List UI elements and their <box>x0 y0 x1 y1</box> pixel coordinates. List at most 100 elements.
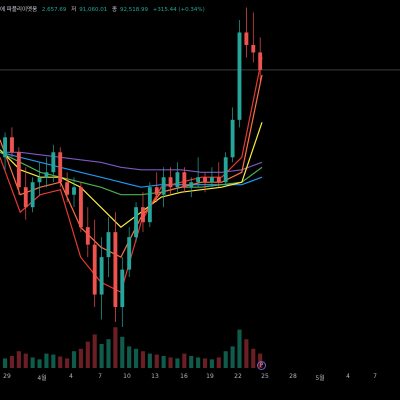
volume-bar <box>209 359 214 368</box>
volume-bar <box>230 346 235 368</box>
volume-bar <box>216 357 221 368</box>
candle-body <box>30 182 35 208</box>
x-axis[interactable]: 29 4월 4 7 10 13 16 19 22 25 28 5월 4 7 <box>0 369 400 387</box>
volume-bar <box>85 341 90 368</box>
ohlc-legend: 에 파플리이멧움 2,657.69 저 91,060.01 종 92,518.99 … <box>0 2 400 18</box>
volume-bar <box>44 353 49 368</box>
candle-body <box>237 32 242 120</box>
high-label: 저 <box>71 7 77 13</box>
candle-body <box>72 187 76 195</box>
candle-body <box>161 177 166 195</box>
candle-body <box>113 232 118 308</box>
moving-average-line <box>0 151 263 196</box>
candle-body <box>3 137 7 158</box>
candle-body <box>127 237 132 270</box>
volume-bar <box>140 351 146 368</box>
volume-bar <box>120 336 125 368</box>
volume-bar <box>58 356 63 368</box>
candle-body <box>106 232 111 258</box>
volume-bar <box>175 358 180 368</box>
volume-bar <box>168 357 173 368</box>
candle-body <box>120 269 125 308</box>
volume-bar <box>16 351 21 368</box>
x-axis-tick: 28 <box>289 373 297 380</box>
candle-body <box>203 177 207 183</box>
volume-bar <box>154 354 159 368</box>
x-axis-tick: 13 <box>151 373 159 380</box>
candle-body <box>78 187 83 228</box>
x-axis-tick: 16 <box>180 373 188 380</box>
candle-body <box>141 207 145 223</box>
x-axis-tick: 4월 <box>37 375 47 382</box>
candle-body <box>134 207 138 238</box>
volume-bar <box>113 327 118 368</box>
candle-body <box>92 244 97 295</box>
x-axis-tick: 4 <box>346 373 350 380</box>
candle-body <box>230 119 235 158</box>
volume-bar <box>251 348 256 368</box>
volume-bar <box>92 334 97 368</box>
candle-body <box>175 172 180 188</box>
close-label: 종 <box>111 7 118 13</box>
candle-body <box>244 32 249 45</box>
candle-body <box>58 152 63 183</box>
candle-body <box>16 152 21 188</box>
candle-body <box>168 177 173 188</box>
candle-body <box>99 257 104 295</box>
candle-body <box>182 172 187 188</box>
volume-bar <box>9 356 15 368</box>
volume-bar <box>3 358 8 368</box>
candle-body <box>37 177 42 183</box>
x-axis-tick: 25 <box>261 373 269 380</box>
candle-body <box>189 182 194 188</box>
open-value: 2,657.69 <box>41 7 67 13</box>
x-axis-tick: 5월 <box>315 375 325 382</box>
logo-badge[interactable]: P <box>257 361 266 370</box>
volume-bar <box>244 339 249 368</box>
candle-body <box>196 177 201 183</box>
x-axis-tick: 29 <box>3 373 11 380</box>
candle-body <box>258 52 263 70</box>
volume-bar <box>30 357 35 368</box>
volume-bar <box>237 329 242 368</box>
x-axis-tick: 7 <box>373 373 377 380</box>
x-axis-tick: 7 <box>98 373 102 380</box>
x-axis-tick: 10 <box>123 373 131 380</box>
volume-bar <box>51 354 56 368</box>
volume-bar <box>258 353 263 368</box>
volume-bar <box>161 356 166 368</box>
candle-body <box>65 182 70 195</box>
candle-body <box>251 44 256 53</box>
close-value: 92,518.99 <box>120 7 149 13</box>
volume-bar <box>71 351 77 368</box>
volume-bar <box>202 358 208 368</box>
candle-body <box>44 172 49 178</box>
volume-bar <box>37 359 42 368</box>
candle-body <box>147 187 152 223</box>
high-value: 91,060.01 <box>79 7 108 13</box>
volume-bar <box>78 348 83 368</box>
volume-bar <box>196 357 201 368</box>
volume-bar <box>189 356 194 368</box>
volume-bar <box>23 353 28 368</box>
volume-bar <box>65 358 70 368</box>
volume-bar <box>134 348 139 368</box>
moving-average-line <box>0 151 263 173</box>
x-axis-tick: 4 <box>69 373 73 380</box>
volume-bar <box>106 339 111 368</box>
candle-body <box>23 187 28 208</box>
volume-bar <box>182 353 187 368</box>
volume-bar <box>99 344 104 368</box>
candle-body <box>85 227 90 245</box>
candle-body <box>216 177 221 183</box>
volume-bar <box>223 351 228 368</box>
volume-bar <box>127 346 132 368</box>
symbol-label: 에 파플리이멧움 <box>0 7 38 13</box>
x-axis-tick: 22 <box>234 373 242 380</box>
x-axis-tick: 19 <box>206 373 214 380</box>
volume-bar <box>147 353 152 368</box>
moving-average-line <box>0 122 263 228</box>
candle-body <box>209 177 214 183</box>
